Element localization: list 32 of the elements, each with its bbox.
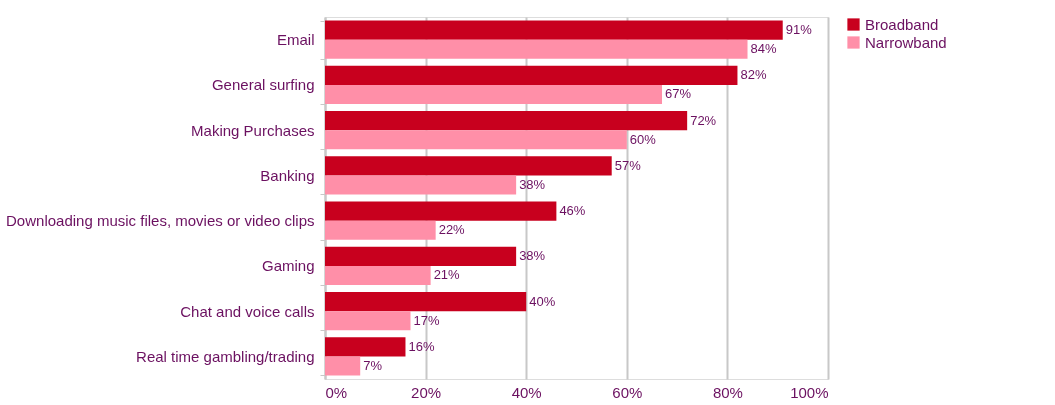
data-label: 91% [785, 22, 813, 38]
x-tick-label: 80% [712, 383, 743, 401]
y-tick-label: Making Purchases [191, 121, 315, 139]
data-label: 38% [519, 248, 546, 264]
data-label: 67% [665, 86, 692, 102]
x-tick-label: 60% [612, 383, 643, 401]
y-tick-label: Downloading music files, movies or video clips [6, 212, 315, 230]
data-label: 21% [433, 267, 461, 283]
x-tick-label: 40% [511, 383, 542, 401]
x-tick-label: 100% [790, 383, 829, 401]
y-tick-label: General surfing [211, 76, 315, 94]
x-tick-label: 0% [325, 383, 348, 401]
data-label: 60% [629, 131, 657, 147]
data-label: 22% [438, 222, 466, 238]
data-label: 57% [614, 157, 642, 173]
y-tick-label: Real time gambling/trading [136, 347, 315, 365]
data-label: 17% [413, 312, 440, 328]
y-tick-label: Email [276, 31, 315, 49]
y-tick-label: Gaming [261, 257, 315, 275]
y-tick-label: Chat and voice calls [180, 302, 315, 320]
legend-label: Narrowband [865, 33, 947, 51]
x-tick-label: 20% [411, 383, 442, 401]
data-label: 7% [363, 357, 383, 373]
data-label: 46% [559, 203, 586, 219]
data-label: 84% [750, 41, 777, 57]
data-label: 16% [408, 338, 435, 354]
data-label: 82% [740, 67, 767, 83]
y-tick-label: Banking [260, 166, 315, 184]
data-label: 40% [529, 293, 556, 309]
data-label: 72% [690, 112, 717, 128]
data-label: 38% [519, 176, 546, 192]
legend-label: Broadband [865, 15, 939, 33]
